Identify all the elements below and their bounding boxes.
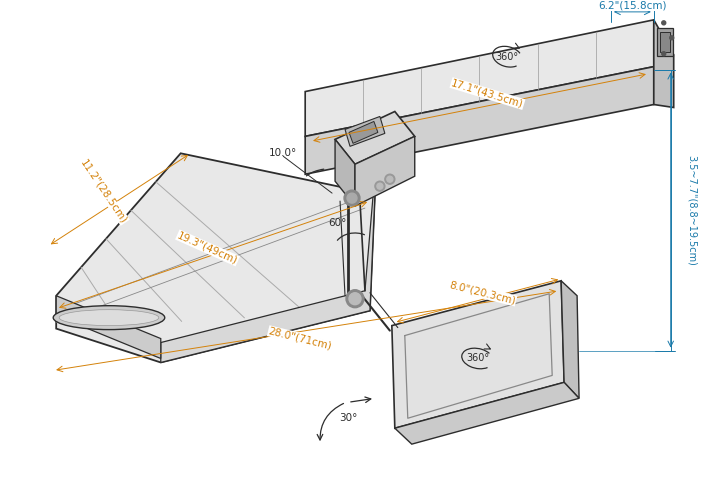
Circle shape xyxy=(344,190,360,206)
Polygon shape xyxy=(355,136,415,206)
Text: 6.2"(15.8cm): 6.2"(15.8cm) xyxy=(598,1,667,11)
Text: 60°: 60° xyxy=(328,218,346,228)
Ellipse shape xyxy=(59,310,159,326)
Text: 360°: 360° xyxy=(496,52,519,62)
Circle shape xyxy=(346,290,364,308)
Polygon shape xyxy=(395,382,579,444)
Polygon shape xyxy=(660,32,670,52)
Polygon shape xyxy=(56,296,161,358)
Polygon shape xyxy=(392,281,564,428)
Circle shape xyxy=(385,174,395,184)
Polygon shape xyxy=(306,20,654,136)
Text: 360°: 360° xyxy=(466,354,489,363)
Polygon shape xyxy=(306,66,654,174)
Circle shape xyxy=(347,193,357,203)
Circle shape xyxy=(662,52,666,56)
Text: 30°: 30° xyxy=(339,413,357,423)
Circle shape xyxy=(377,183,383,189)
Text: 8.0"(20.3cm): 8.0"(20.3cm) xyxy=(448,280,517,306)
Circle shape xyxy=(662,21,666,25)
Polygon shape xyxy=(657,28,673,56)
Circle shape xyxy=(387,176,393,182)
Text: 10.0°: 10.0° xyxy=(269,148,297,158)
Circle shape xyxy=(670,36,674,40)
Polygon shape xyxy=(161,174,375,362)
Polygon shape xyxy=(335,140,355,206)
Polygon shape xyxy=(335,111,415,164)
Text: 11.2"(28.5cm): 11.2"(28.5cm) xyxy=(79,157,129,225)
Polygon shape xyxy=(345,117,385,146)
Polygon shape xyxy=(654,20,674,108)
Text: 17.1"(43.5cm): 17.1"(43.5cm) xyxy=(450,78,525,109)
Text: 28.0"(71cm): 28.0"(71cm) xyxy=(268,326,333,351)
Text: 3.5~7.7"(8.8~19.5cm): 3.5~7.7"(8.8~19.5cm) xyxy=(686,155,697,265)
Ellipse shape xyxy=(54,306,165,330)
Circle shape xyxy=(375,181,385,191)
Polygon shape xyxy=(561,281,579,398)
Text: 19.3"(49cm): 19.3"(49cm) xyxy=(176,230,239,266)
Polygon shape xyxy=(349,121,378,143)
Circle shape xyxy=(349,293,361,304)
Polygon shape xyxy=(56,153,375,362)
